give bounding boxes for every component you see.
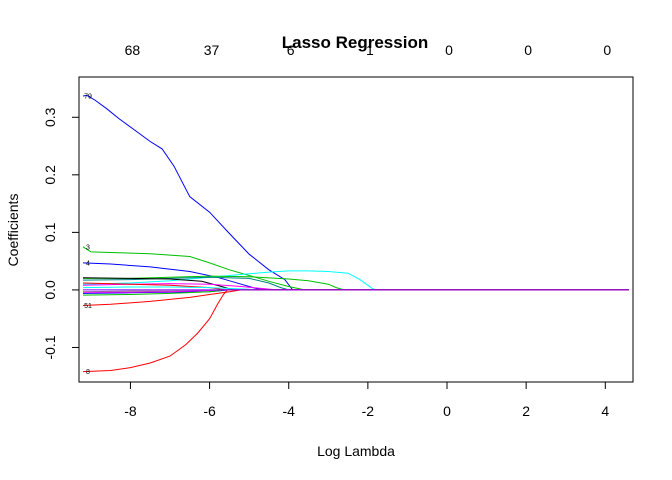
y-tick-label: 0.0 xyxy=(42,280,58,300)
x-tick-label: -8 xyxy=(124,403,137,419)
coef-path-label: 79 xyxy=(84,93,92,100)
top-axis-label: 0 xyxy=(445,42,453,58)
top-axis-layer: 68 37 6 1 0 0 0 xyxy=(125,42,612,58)
coef-path-3 xyxy=(82,262,629,291)
x-tick-label: 2 xyxy=(522,403,530,419)
y-tick-layer: -0.1 0.0 0.1 0.2 0.3 xyxy=(42,107,79,360)
top-axis-label: 0 xyxy=(524,42,532,58)
coef-path-16 xyxy=(82,289,629,373)
path-label-layer: 79 3 4 51 8 xyxy=(84,93,92,376)
top-axis-label: 0 xyxy=(603,42,611,58)
y-tick-label: 0.1 xyxy=(42,222,58,242)
top-axis-label: 68 xyxy=(125,42,141,58)
y-tick-label: 0.3 xyxy=(42,107,58,127)
coef-path-5 xyxy=(83,275,629,291)
y-axis-label: Coefficients xyxy=(5,194,21,267)
coef-path-label: 4 xyxy=(86,260,90,267)
x-tick-label: -2 xyxy=(362,403,375,419)
coef-path-4 xyxy=(82,270,629,291)
coef-path-6 xyxy=(82,276,629,291)
coef-path-1 xyxy=(82,94,629,291)
x-tick-label: -6 xyxy=(203,403,216,419)
top-axis-label: 6 xyxy=(287,42,295,58)
top-axis-label: 37 xyxy=(204,42,220,58)
series-layer xyxy=(82,94,629,373)
coef-path-label: 8 xyxy=(86,369,90,376)
y-tick-label: 0.2 xyxy=(42,165,58,185)
x-tick-label: 4 xyxy=(601,403,609,419)
top-axis-label: 1 xyxy=(366,42,374,58)
chart-title: Lasso Regression xyxy=(282,33,428,52)
x-axis-label: Log Lambda xyxy=(317,443,395,459)
coef-path-label: 51 xyxy=(84,303,92,310)
coef-path-2 xyxy=(82,246,629,291)
y-tick-label: -0.1 xyxy=(42,335,58,359)
x-tick-label: -4 xyxy=(283,403,296,419)
plot-frame xyxy=(78,76,634,383)
x-tick-label: 0 xyxy=(443,403,451,419)
coef-path-label: 3 xyxy=(86,244,90,251)
x-tick-layer: -8 -6 -4 -2 0 2 4 xyxy=(124,382,609,419)
